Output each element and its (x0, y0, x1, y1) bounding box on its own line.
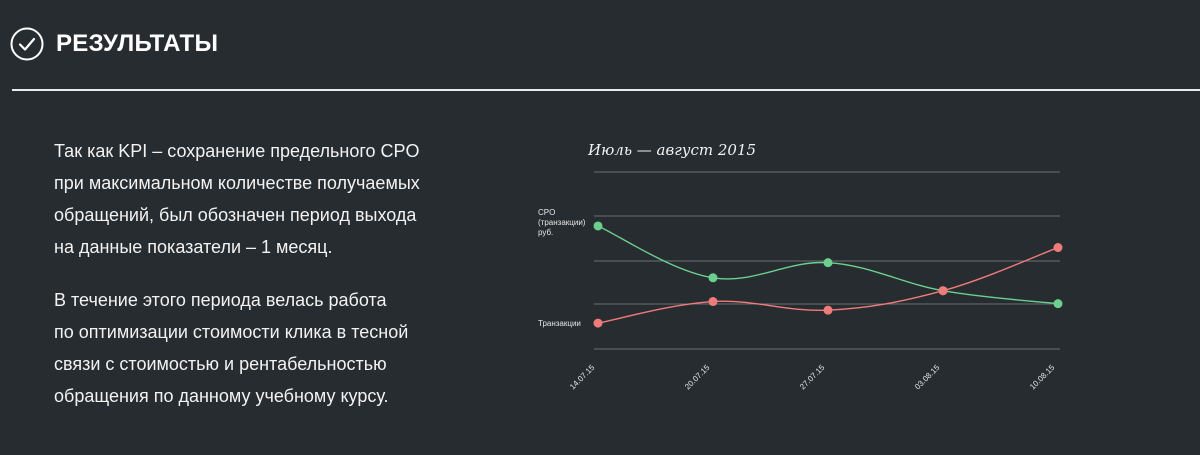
x-tick-label: 14.07.15 (568, 363, 597, 392)
data-point (593, 221, 603, 231)
x-tick-label: 10.08.15 (1028, 363, 1057, 392)
x-tick-label: 20.07.15 (683, 363, 712, 392)
data-point (1053, 243, 1063, 253)
paragraph-optimization: В течение этого периода велась работа по… (54, 290, 409, 406)
chart-title: Июль — август 2015 (587, 141, 756, 159)
data-point (708, 297, 718, 307)
series-label: CPO (538, 208, 555, 217)
header-divider (12, 89, 1200, 91)
data-point (938, 286, 948, 296)
line-chart: Июль — август 2015 CPO(транзакции)руб. Тр… (538, 141, 1063, 392)
data-point (823, 305, 833, 315)
section-header: РЕЗУЛЬТАТЫ (0, 0, 1200, 91)
series-label: (транзакции) (538, 218, 586, 227)
page-title: РЕЗУЛЬТАТЫ (56, 30, 219, 57)
series-label: руб. (538, 228, 553, 237)
paragraph-kpi: Так как KPI – сохранение предельного CPO… (54, 141, 420, 257)
series-label: Транзакции (538, 319, 581, 328)
check-circle-icon (10, 27, 44, 61)
x-tick-label: 03.08.15 (913, 363, 942, 392)
data-point (823, 258, 833, 268)
data-point (708, 273, 718, 283)
results-description: Так как KPI – сохранение предельного CPO… (54, 135, 474, 433)
results-chart: Июль — август 2015 CPO (транзакции) руб. Тр… (530, 130, 1090, 420)
data-point (593, 318, 603, 328)
data-point (1053, 299, 1063, 309)
x-tick-label: 27.07.15 (798, 363, 827, 392)
